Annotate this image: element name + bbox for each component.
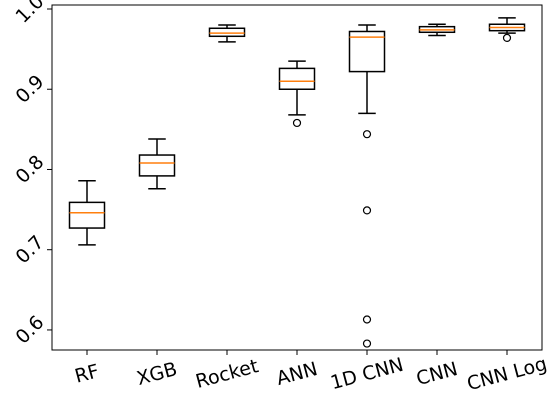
outlier-point <box>362 315 372 324</box>
outlier-point <box>502 33 512 42</box>
outlier-point <box>362 130 372 139</box>
box-group-5 <box>418 23 456 37</box>
box <box>208 27 246 38</box>
outlier-point <box>362 339 372 348</box>
box-group-0 <box>68 179 106 246</box>
box-group-4 <box>348 24 386 348</box>
box-group-1 <box>138 138 176 190</box>
boxes-layer <box>68 17 526 348</box>
box <box>348 30 386 73</box>
box <box>138 154 176 177</box>
outlier-point <box>292 118 302 128</box>
outlier-point <box>362 206 372 215</box>
box-group-3 <box>278 60 316 128</box>
box <box>278 67 316 90</box>
box-group-2 <box>208 24 246 43</box>
box <box>68 201 106 229</box>
box-group-6 <box>488 17 526 42</box>
